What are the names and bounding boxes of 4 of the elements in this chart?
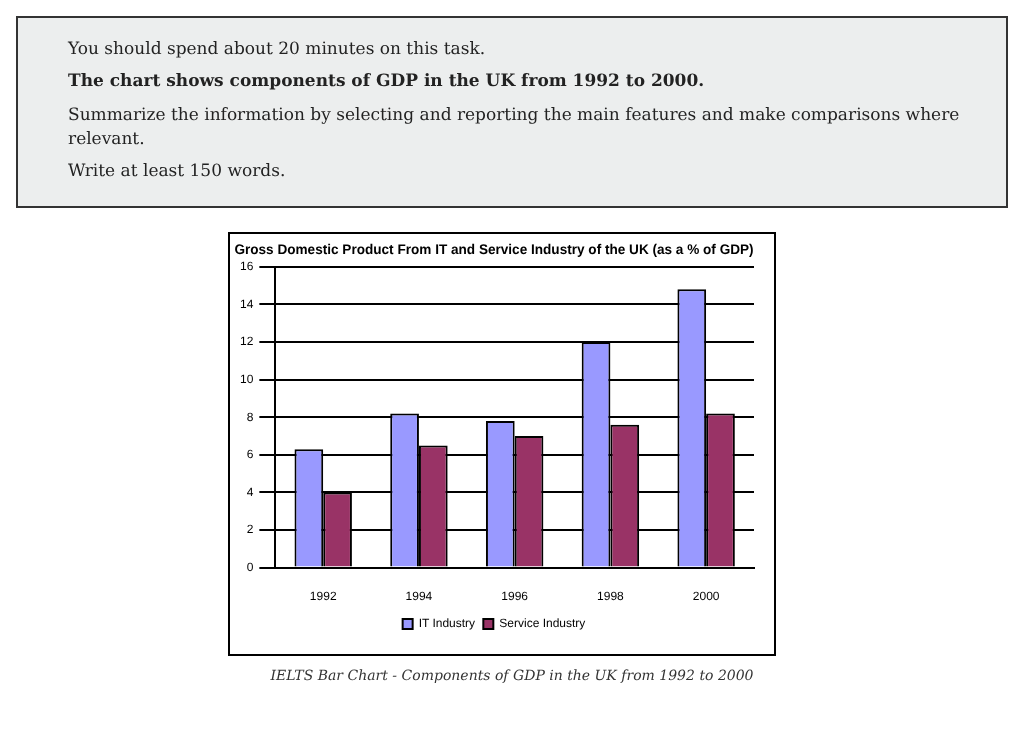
text: Write at least 150 words. xyxy=(68,160,288,186)
text: You should spend about 20 minutes on this task. xyxy=(68,38,488,63)
text: Summarize the information by selecting and reporting the main features and make comparisons where relevant. xyxy=(68,103,962,153)
text: The chart shows components of GDP in the UK from 1992 to 2000. xyxy=(68,70,707,96)
